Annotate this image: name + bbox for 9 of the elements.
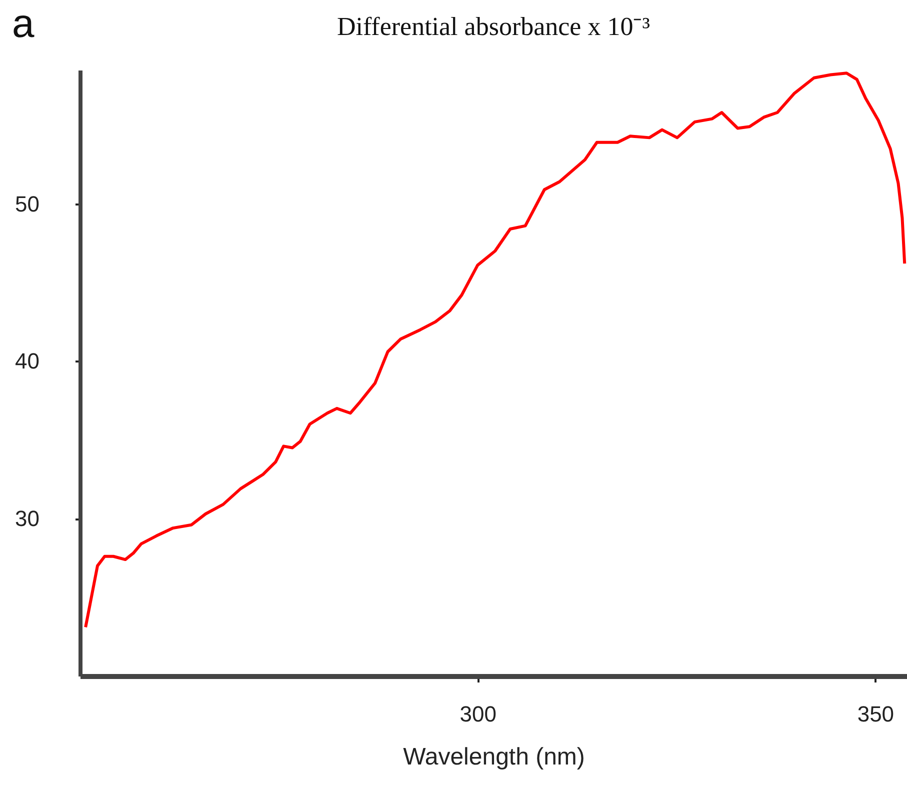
text: a xyxy=(12,1,34,48)
y-tick-label: 30 xyxy=(15,506,40,532)
x-tick-label: 300 xyxy=(460,702,496,726)
x-tick-label: 350 xyxy=(857,702,894,726)
line-series xyxy=(84,72,906,629)
chart-title: Differential absorbance x 10⁻³ xyxy=(336,12,650,41)
y-tick-label: 40 xyxy=(15,348,40,374)
x-axis-title: Wavelength (nm) xyxy=(403,744,585,770)
y-tick-label: 50 xyxy=(15,191,40,216)
